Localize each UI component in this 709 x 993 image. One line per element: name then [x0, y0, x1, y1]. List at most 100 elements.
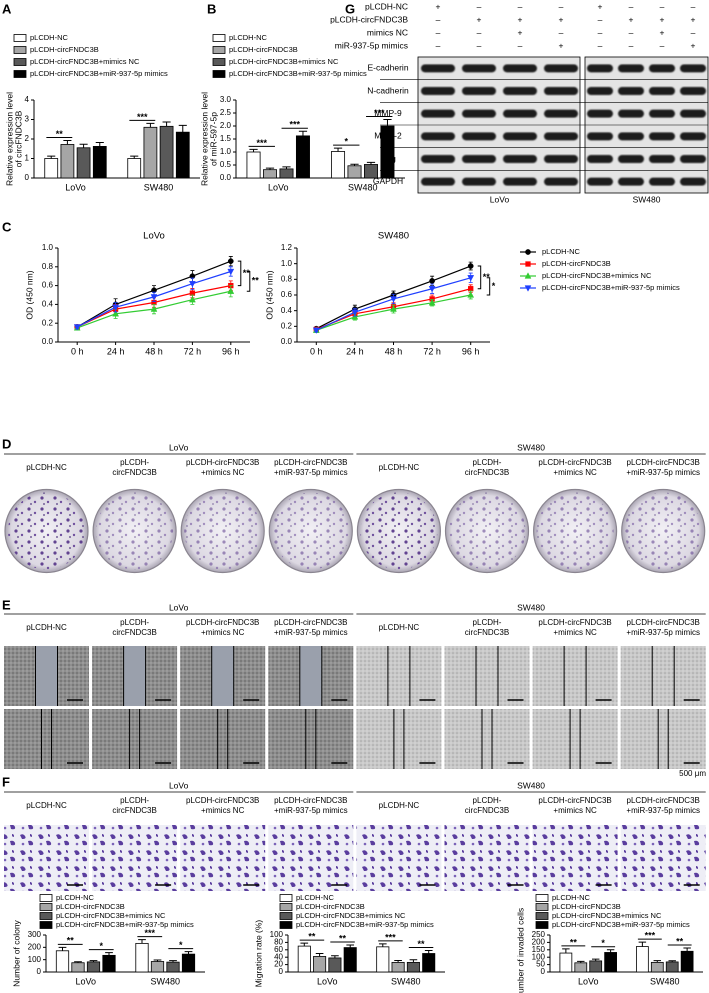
y-tick-label: 1.5: [220, 134, 232, 143]
y-tick-label: 0.4: [42, 300, 54, 309]
blot-row-label: pLCDH-circFNDC3B: [330, 14, 408, 24]
significance-bracket: [486, 277, 491, 296]
band: [587, 177, 613, 186]
wound-edge: [305, 709, 317, 769]
y-axis-label: OD (450 nm): [24, 270, 34, 319]
significance-label: **: [252, 276, 260, 286]
bar: [422, 953, 436, 973]
y-tick-label: 200: [532, 938, 546, 947]
legend-label: pLCDH-circFNDC3B: [552, 902, 621, 911]
wound-edge: [41, 709, 52, 769]
legend-swatch: [535, 921, 549, 929]
bar: [150, 961, 165, 973]
band-label: MMP-9: [374, 108, 402, 118]
band: [503, 87, 537, 95]
y-tick-label: 200: [28, 942, 42, 951]
blot-sign: –: [629, 27, 634, 37]
bar: [127, 158, 142, 179]
significance-label: **: [339, 933, 347, 943]
bar: [55, 950, 70, 973]
y-tick-label: 40: [274, 952, 283, 961]
band: [618, 177, 644, 186]
invasion-photo: [444, 825, 530, 891]
blot-sign: +: [518, 27, 523, 37]
y-tick-label: 1.0: [281, 259, 293, 268]
band-label: GAPDH: [373, 176, 403, 186]
bar: [60, 144, 75, 179]
bar: [297, 945, 311, 973]
band: [649, 109, 675, 118]
group-label: LoVo: [169, 602, 189, 612]
band: [587, 109, 613, 118]
legend-swatch: [279, 903, 293, 911]
x-tick-label: LoVo: [75, 976, 96, 986]
band: [421, 64, 455, 73]
column-label: +mimics NC: [553, 628, 597, 637]
band: [618, 155, 644, 163]
blot-sign: –: [660, 1, 665, 11]
bar: [680, 950, 694, 973]
y-tick-label: 0.0: [220, 173, 232, 182]
error-bar: [95, 142, 104, 147]
bar: [102, 954, 116, 973]
error-bar: [184, 951, 193, 955]
bar: [331, 151, 346, 179]
legend-swatch: [212, 70, 226, 78]
blot-sign: –: [629, 40, 634, 50]
y-tick-label: 2: [25, 134, 30, 143]
column-label: +miR-937-5p mimics: [274, 468, 348, 477]
y-tick-label: 1: [25, 154, 30, 163]
column-label: pLCDH-: [473, 618, 502, 627]
y-tick-label: 100: [28, 955, 42, 964]
bar: [181, 953, 196, 973]
y-tick-label: 0: [25, 173, 30, 182]
bar: [665, 961, 679, 973]
blot-sign: +: [660, 27, 665, 37]
error-bar: [249, 148, 258, 152]
band-label: slug: [380, 153, 396, 163]
wound-edge: [211, 646, 235, 706]
wound-edge: [569, 709, 581, 769]
bar: [636, 946, 649, 973]
blot-sign: +: [629, 14, 634, 24]
blot-group-label: LoVo: [490, 194, 510, 204]
point: [227, 287, 235, 294]
column-label: pLCDH-: [473, 796, 502, 805]
invasion-photo: [532, 825, 618, 891]
bar: [363, 164, 378, 179]
legend-label: pLCDH-circFNDC3B+miR-937-5p mimics: [296, 920, 434, 929]
x-tick-label: LoVo: [65, 182, 86, 192]
error-bar: [138, 939, 146, 944]
blot-sign: +: [477, 14, 482, 24]
wound-photo: [356, 646, 442, 706]
column-label: pLCDH-NC: [379, 463, 420, 472]
y-tick-label: 0.5: [220, 160, 232, 169]
point: [188, 295, 196, 303]
bar: [574, 962, 588, 973]
blot-sign: –: [477, 40, 482, 50]
bar: [143, 126, 158, 179]
legend-swatch: [39, 894, 53, 902]
significance-label: *: [492, 281, 496, 291]
x-tick-label: LoVo: [317, 976, 338, 986]
wound-photo: [532, 646, 618, 706]
x-tick-label: SW480: [348, 182, 378, 192]
bar: [246, 151, 261, 179]
blot-sign: –: [598, 27, 603, 37]
blot-sign: –: [598, 14, 603, 24]
legend-swatch: [212, 58, 226, 66]
column-label: +mimics NC: [553, 806, 597, 815]
bar: [328, 957, 342, 973]
x-tick-label: 96 h: [222, 346, 240, 356]
bar: [391, 961, 405, 973]
point: [150, 305, 158, 312]
x-tick-label: 48 h: [145, 346, 163, 356]
legend-marker: [525, 249, 531, 255]
bar: [135, 942, 149, 973]
y-axis-label: of miR-597-5p: [208, 112, 218, 166]
x-tick-label: 72 h: [423, 346, 441, 356]
y-tick-label: 150: [532, 945, 546, 954]
significance-label: **: [676, 936, 684, 946]
y-tick-label: 0.6: [42, 281, 54, 290]
